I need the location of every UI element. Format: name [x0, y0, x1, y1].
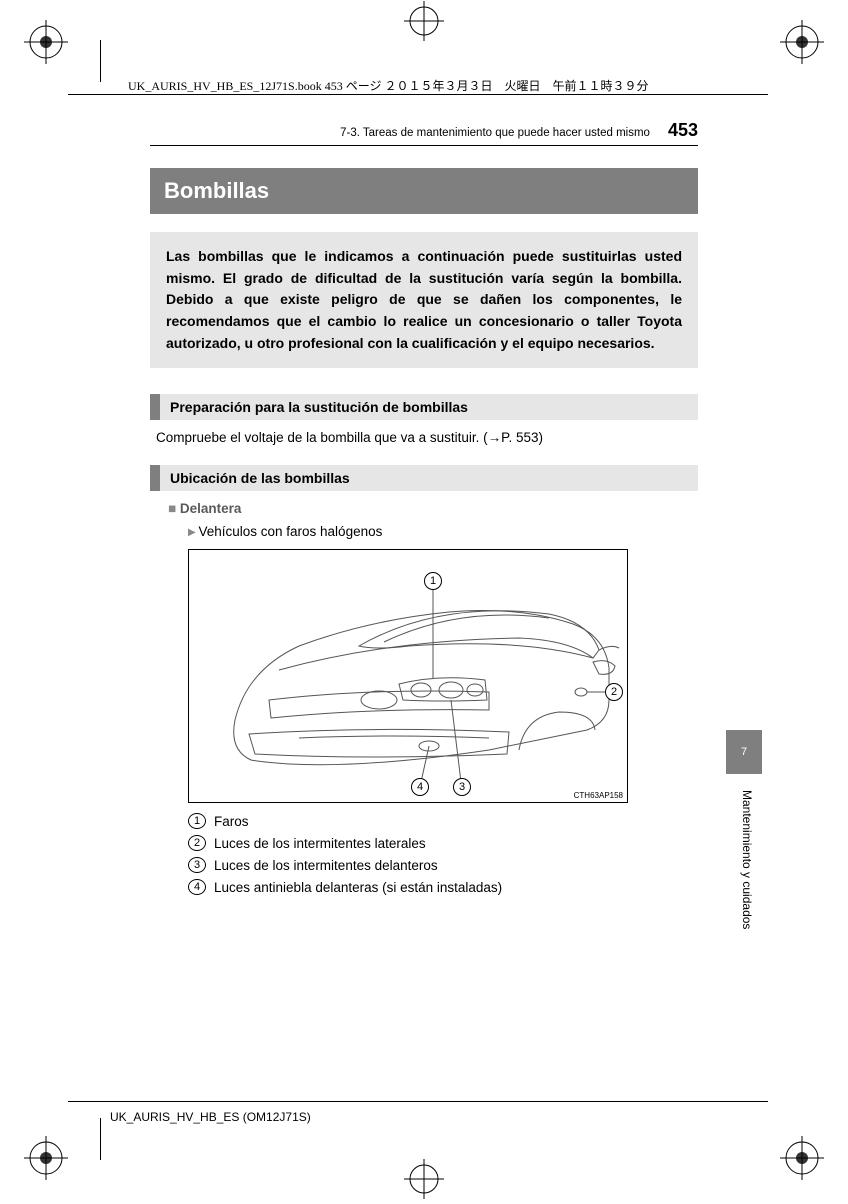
section-heading-prep: Preparación para la sustitución de bombi…	[150, 394, 698, 420]
page-header: 7-3. Tareas de mantenimiento que puede h…	[150, 120, 698, 146]
legend-item: 1 Faros	[188, 813, 698, 829]
section-body-prep: Compruebe el voltaje de la bombilla que …	[156, 430, 698, 445]
legend-text: Faros	[214, 814, 249, 829]
reg-mark-bottom	[404, 1159, 444, 1199]
figure-car-front: 1 2 3 4 CTH63AP158	[188, 549, 628, 803]
crop-mark-tl	[24, 20, 68, 64]
guide-line-bottom	[68, 1101, 768, 1102]
file-header: UK_AURIS_HV_HB_ES_12J71S.book 453 ページ ２０…	[128, 77, 648, 94]
legend-text: Luces de los intermitentes laterales	[214, 836, 426, 851]
section-heading-location: Ubicación de las bombillas	[150, 465, 698, 491]
legend-number: 4	[188, 879, 206, 895]
side-tab-chapter: 7	[726, 730, 762, 774]
legend-number: 2	[188, 835, 206, 851]
side-tab-label: Mantenimiento y cuidados	[740, 790, 754, 929]
legend-list: 1 Faros 2 Luces de los intermitentes lat…	[188, 813, 698, 895]
reg-mark-top	[404, 1, 444, 41]
subheading-halogen: Vehículos con faros halógenos	[188, 524, 698, 539]
page-content: 7-3. Tareas de mantenimiento que puede h…	[150, 120, 698, 901]
page-number: 453	[668, 120, 698, 141]
legend-item: 4 Luces antiniebla delanteras (si están …	[188, 879, 698, 895]
section-accent	[150, 465, 160, 491]
section-label: Ubicación de las bombillas	[160, 465, 698, 491]
subheading-front: Delantera	[168, 501, 698, 516]
legend-item: 3 Luces de los intermitentes delanteros	[188, 857, 698, 873]
section-accent	[150, 394, 160, 420]
breadcrumb: 7-3. Tareas de mantenimiento que puede h…	[340, 127, 650, 139]
crop-mark-tr	[780, 20, 824, 64]
figure-code: CTH63AP158	[574, 791, 623, 800]
legend-text: Luces de los intermitentes delanteros	[214, 858, 438, 873]
guide-line-tl	[100, 40, 101, 82]
legend-item: 2 Luces de los intermitentes laterales	[188, 835, 698, 851]
footer-code: UK_AURIS_HV_HB_ES (OM12J71S)	[110, 1110, 311, 1124]
legend-number: 1	[188, 813, 206, 829]
intro-box: Las bombillas que le indicamos a continu…	[150, 232, 698, 368]
crop-mark-bl	[24, 1136, 68, 1180]
section-label: Preparación para la sustitución de bombi…	[160, 394, 698, 420]
crop-mark-br	[780, 1136, 824, 1180]
car-illustration	[189, 550, 629, 804]
page-title: Bombillas	[150, 168, 698, 214]
legend-text: Luces antiniebla delanteras (si están in…	[214, 880, 502, 895]
guide-line-bl	[100, 1118, 101, 1160]
guide-line-top	[68, 94, 768, 95]
legend-number: 3	[188, 857, 206, 873]
